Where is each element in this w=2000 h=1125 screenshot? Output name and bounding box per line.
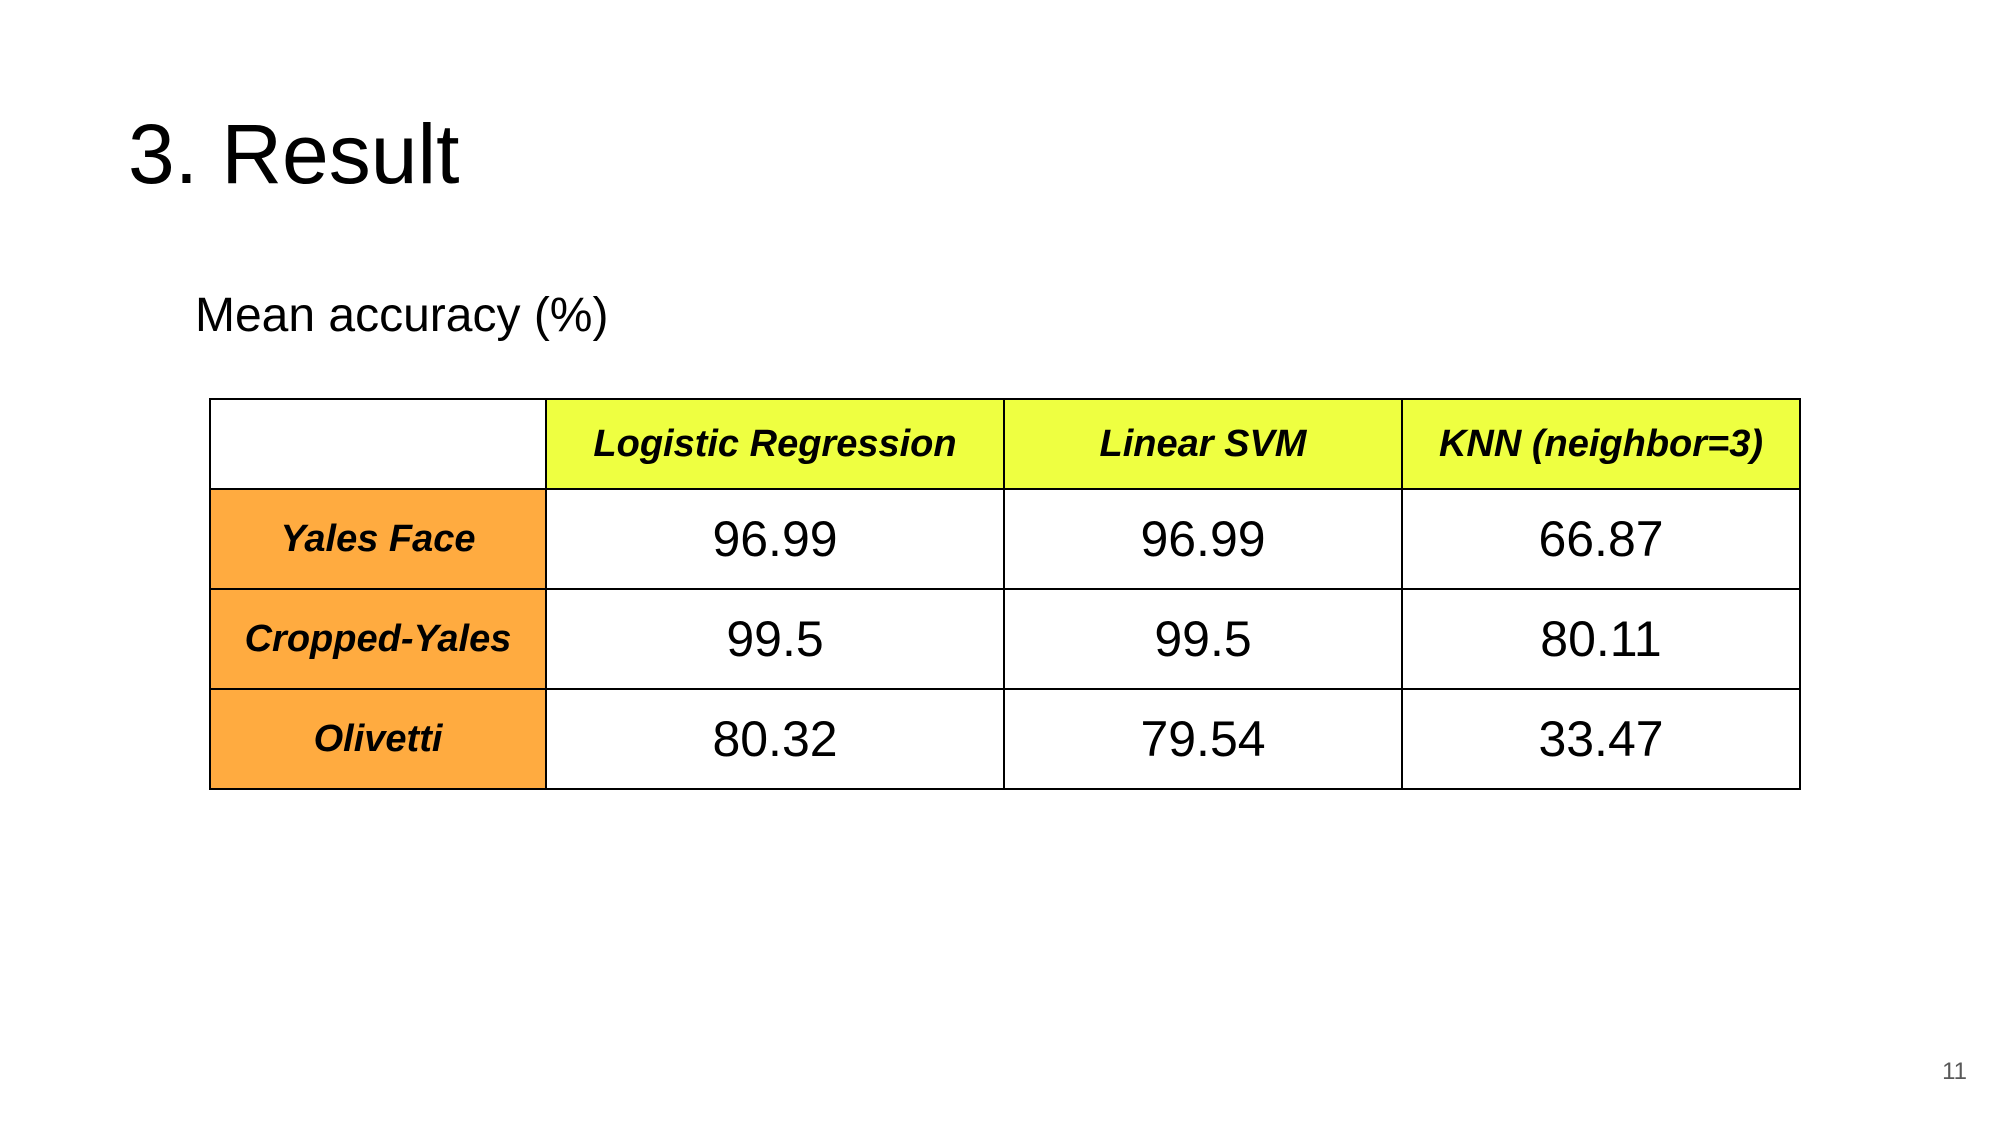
table-cell: 96.99 [545,488,1005,590]
table-cell: 99.5 [545,588,1005,690]
table-caption: Mean accuracy (%) [195,289,609,342]
table-cell: 79.54 [1003,688,1403,790]
table-row: Cropped-Yales 99.5 99.5 80.11 [209,588,1801,690]
page-number: 11 [1942,1058,1967,1085]
row-header-cropped-yales: Cropped-Yales [209,588,547,690]
table-header-row: Logistic Regression Linear SVM KNN (neig… [209,398,1801,490]
table-cell: 80.32 [545,688,1005,790]
table-cell: 66.87 [1401,488,1801,590]
table-row: Olivetti 80.32 79.54 33.47 [209,688,1801,790]
table-cell: 80.11 [1401,588,1801,690]
results-table: Logistic Regression Linear SVM KNN (neig… [209,398,1801,790]
column-header-linear-svm: Linear SVM [1003,398,1403,490]
table-cell: 99.5 [1003,588,1403,690]
row-header-yales-face: Yales Face [209,488,547,590]
table-cell: 33.47 [1401,688,1801,790]
column-header-knn: KNN (neighbor=3) [1401,398,1801,490]
corner-cell [209,398,547,490]
row-header-olivetti: Olivetti [209,688,547,790]
table-row: Yales Face 96.99 96.99 66.87 [209,488,1801,590]
slide-title: 3. Result [128,107,460,201]
column-header-logistic-regression: Logistic Regression [545,398,1005,490]
table-cell: 96.99 [1003,488,1403,590]
